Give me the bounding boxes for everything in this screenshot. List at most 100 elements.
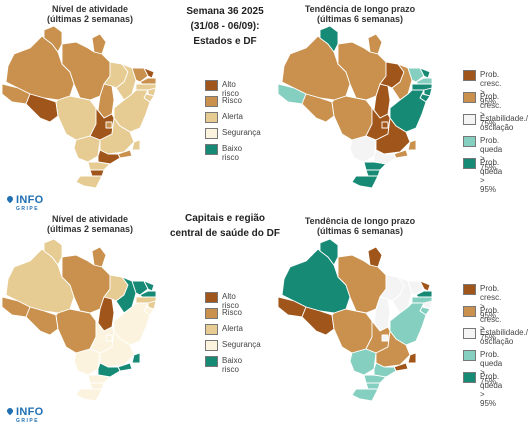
legend-label: Prob. cresc. > 95%: [480, 70, 502, 106]
state-rr: [43, 25, 63, 53]
trend-map-states: [277, 25, 433, 189]
legend-swatch: [205, 292, 218, 303]
state-ce: [131, 280, 149, 296]
logo-sub: GRIPE: [16, 418, 40, 424]
legend-label: Alerta: [222, 112, 243, 121]
legend-swatch: [463, 158, 476, 169]
state-ms: [349, 348, 377, 376]
legend-swatch: [463, 306, 476, 317]
trend-title-line1: Tendência de longo prazo: [304, 216, 416, 226]
state-sc: [89, 169, 105, 177]
logo-main: INFO: [16, 406, 44, 418]
state-rr: [43, 238, 63, 266]
state-pr: [87, 161, 111, 171]
state-mt: [331, 308, 373, 354]
capitals-heading: Capitais e região central de saúde do DF: [160, 211, 290, 241]
activity-title-bottom: Nível de atividade (últimas 2 semanas): [35, 214, 145, 234]
activity-title-line2: (últimas 2 semanas): [46, 224, 134, 234]
legend-swatch: [205, 96, 218, 107]
activity-title-line1: Nível de atividade: [51, 4, 129, 14]
state-ce: [407, 280, 425, 296]
state-ce: [131, 67, 149, 83]
state-rs: [75, 175, 103, 189]
state-pr: [87, 374, 111, 384]
legend-label: Prob. queda > 95%: [480, 158, 503, 194]
state-rs: [351, 175, 379, 189]
legend-label: Alto risco: [222, 80, 239, 98]
trend-title-line1: Tendência de longo prazo: [304, 4, 416, 14]
legend-label: Risco: [222, 308, 243, 317]
state-mt: [55, 95, 97, 141]
legend-label: Prob. queda > 75%: [480, 350, 503, 386]
legend-label: Alerta: [222, 324, 243, 333]
state-ap: [91, 246, 107, 268]
infogripe-logo: INFO GRIPE: [5, 406, 44, 424]
state-es: [407, 352, 417, 364]
legend-swatch: [463, 114, 476, 125]
legend-swatch: [463, 70, 476, 81]
legend-label: Prob. cresc. > 75%: [480, 92, 502, 128]
legend-swatch: [205, 340, 218, 351]
legend-swatch: [463, 92, 476, 103]
state-es: [131, 352, 141, 364]
state-ro: [301, 93, 335, 123]
legend-label: Segurança: [222, 340, 261, 349]
legend-label: Risco: [222, 96, 243, 105]
state-es: [407, 139, 417, 151]
legend-label: Estabilidade./ oscilação: [480, 328, 529, 346]
state-ms: [73, 348, 101, 376]
state-ms: [73, 135, 101, 163]
trend-legend: Prob. cresc. > 95% Prob. cresc. > 75% Esta…: [463, 284, 529, 408]
infogripe-logo: INFO GRIPE: [5, 194, 44, 212]
legend-label: Prob. cresc. > 75%: [480, 306, 502, 342]
state-ap: [367, 246, 383, 268]
state-es: [131, 139, 141, 151]
legend-label: Prob. cresc. > 95%: [480, 284, 502, 320]
legend-swatch: [205, 144, 218, 155]
state-df: [381, 334, 389, 342]
legend-swatch: [205, 128, 218, 139]
activity-title-top: Nível de atividade (últimas 2 semanas): [35, 4, 145, 24]
state-rs: [75, 388, 103, 402]
state-rs: [351, 388, 379, 402]
state-sc: [365, 169, 381, 177]
state-df: [381, 121, 389, 129]
state-ms: [349, 135, 377, 163]
location-pin-icon: [5, 194, 15, 204]
state-pr: [363, 161, 387, 171]
legend-swatch: [463, 136, 476, 147]
trend-legend: Prob. cresc. > 95% Prob. cresc. > 75% Esta…: [463, 70, 528, 194]
capitals-line1: Capitais e região: [184, 213, 266, 224]
logo-main: INFO: [16, 194, 44, 206]
scope-label: Estados e DF: [193, 36, 257, 47]
legend-label: Baixo risco: [222, 356, 243, 374]
legend-label: Prob. queda > 75%: [480, 136, 503, 172]
state-mt: [331, 95, 373, 141]
legend-swatch: [463, 372, 476, 383]
state-df: [105, 121, 113, 129]
state-rr: [319, 238, 339, 266]
location-pin-icon: [5, 406, 15, 416]
state-ro: [25, 93, 59, 123]
legend-swatch: [463, 328, 476, 339]
legend-label: Alto risco: [222, 292, 239, 310]
legend-swatch: [205, 356, 218, 367]
state-rr: [319, 25, 339, 53]
legend-swatch: [205, 324, 218, 335]
state-ap: [91, 33, 107, 55]
legend-label: Segurança: [222, 128, 261, 137]
trend-title-line2: (últimas 6 semanas): [316, 226, 404, 236]
trend-title-bottom: Tendência de longo prazo (últimas 6 sema…: [290, 216, 430, 236]
date-range: (31/08 - 06/09):: [190, 21, 260, 32]
legend-swatch: [463, 284, 476, 295]
activity-map-states: [1, 25, 157, 189]
trend-title-line2: (últimas 6 semanas): [316, 14, 404, 24]
trend-map-capitals: [277, 238, 433, 402]
state-sc: [365, 382, 381, 390]
activity-title-line2: (últimas 2 semanas): [46, 14, 134, 24]
state-mt: [55, 308, 97, 354]
logo-sub: GRIPE: [16, 206, 40, 212]
week-label: Semana 36 2025: [186, 6, 264, 17]
state-pr: [363, 374, 387, 384]
state-ce: [407, 67, 425, 83]
